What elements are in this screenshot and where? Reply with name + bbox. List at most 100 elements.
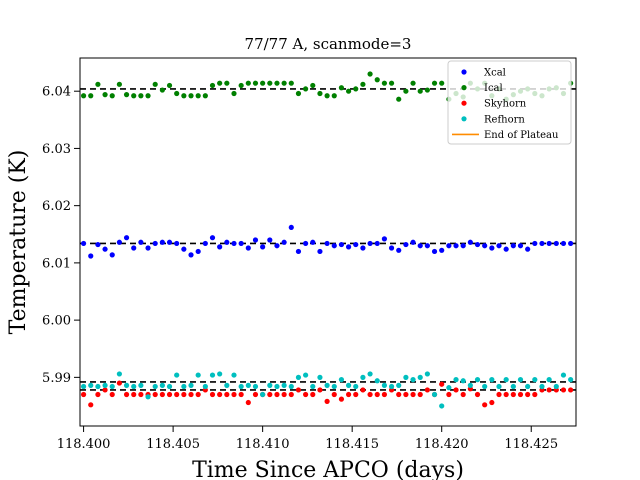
ical-point [209, 82, 216, 89]
skyhorn-point [417, 391, 423, 398]
refhorn-point [560, 372, 567, 378]
skyhorn-point [224, 391, 230, 398]
skyhorn-point [396, 391, 402, 398]
ical-point [109, 93, 115, 99]
legend-end-of-plateau-label: End of Plateau [484, 130, 559, 141]
refhorn-point [245, 382, 251, 388]
refhorn-point [224, 382, 230, 388]
refhorn-point [288, 383, 294, 390]
ical-point [181, 93, 187, 99]
xcal-point [238, 240, 244, 247]
xcal-point [417, 243, 423, 249]
refhorn-point [453, 377, 459, 383]
skyhorn-point [217, 391, 223, 398]
xcal-point [489, 245, 495, 251]
ical-point [367, 71, 373, 77]
xcal-point [80, 240, 87, 247]
refhorn-point [331, 383, 337, 390]
skyhorn-point [331, 391, 337, 398]
refhorn-point [431, 391, 438, 398]
refhorn-point [267, 382, 273, 388]
xcal-point [367, 240, 373, 247]
ical-point [152, 81, 158, 87]
refhorn-point [295, 374, 302, 380]
ical-point [338, 85, 345, 91]
refhorn-point [367, 371, 373, 377]
xcal-point [324, 240, 330, 247]
ical-point [188, 93, 194, 99]
y-tick-label: 6.03 [42, 142, 71, 157]
skyhorn-point [195, 391, 201, 398]
skyhorn-point [489, 399, 495, 406]
legend-ical-label: Ical [484, 83, 503, 94]
xcal-point [317, 248, 323, 255]
skyhorn-point [131, 391, 137, 398]
ical-point [131, 93, 137, 99]
refhorn-point [539, 383, 545, 390]
ical-point [331, 93, 337, 99]
refhorn-point [553, 383, 559, 390]
xcal-point [217, 244, 223, 250]
refhorn-point [439, 403, 445, 409]
skyhorn-point [439, 381, 445, 387]
xcal-point [546, 240, 552, 247]
xcal-point [152, 240, 158, 247]
ical-point [396, 96, 402, 102]
skyhorn-point [295, 387, 302, 393]
skyhorn-point [152, 391, 158, 398]
y-tick-label: 6.04 [42, 85, 71, 100]
xcal-point [482, 243, 488, 249]
plot-frame [79, 57, 577, 427]
xcal-point [503, 246, 509, 252]
xcal-point [517, 243, 524, 249]
refhorn-point [517, 377, 524, 383]
x-tick-label: 118.415 [325, 437, 379, 452]
y-tick-label: 5.99 [42, 371, 71, 386]
refhorn-point [145, 394, 151, 400]
skyhorn-point [274, 391, 280, 398]
refhorn-point [525, 383, 531, 390]
legend-ical-swatch [461, 85, 467, 91]
skyhorn-point [109, 391, 115, 398]
ical-point [224, 80, 230, 86]
xcal-point [553, 240, 559, 247]
xcal-point [338, 241, 345, 248]
ical-point [102, 92, 108, 98]
ical-point [295, 90, 302, 97]
ical-point [374, 77, 380, 83]
ical-point [238, 82, 244, 89]
refhorn-point [381, 382, 388, 388]
ical-point [267, 80, 273, 86]
skyhorn-point [188, 391, 194, 398]
refhorn-point [496, 383, 502, 390]
ical-point [88, 93, 94, 99]
xcal-point [560, 240, 567, 247]
refhorn-point [195, 372, 201, 378]
refhorn-point [360, 374, 366, 380]
ical-point [381, 80, 388, 86]
skyhorn-point [360, 387, 366, 393]
xcal-point [138, 239, 144, 245]
refhorn-point [467, 382, 473, 388]
skyhorn-point [446, 391, 452, 398]
ical-point [360, 81, 366, 87]
xcal-point [188, 252, 194, 258]
skyhorn-point [367, 391, 373, 398]
refhorn-point [546, 377, 552, 383]
xcal-point [331, 243, 337, 249]
xcal-point [95, 241, 101, 248]
legend-skyhorn-swatch [461, 100, 467, 106]
xcal-point [353, 241, 359, 248]
skyhorn-point [102, 387, 108, 393]
refhorn-point [532, 377, 538, 383]
refhorn-point [88, 382, 94, 388]
skyhorn-point [525, 391, 531, 398]
ical-point [288, 80, 294, 86]
legend-refhorn-swatch [461, 116, 467, 122]
xcal-point [310, 239, 316, 245]
ical-point [116, 81, 122, 87]
skyhorn-point [374, 391, 380, 398]
xcal-point [102, 246, 108, 252]
ical-point [166, 82, 173, 89]
skyhorn-point [209, 391, 216, 398]
